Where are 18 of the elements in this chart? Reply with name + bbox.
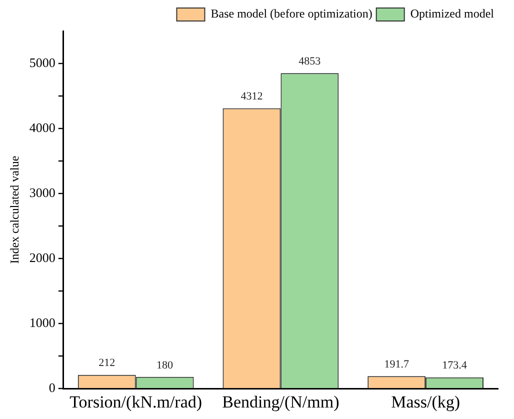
x-tick-label: Mass/(kg) [391,392,460,412]
y-axis-title: Index calculated value [7,156,22,264]
y-tick-label: 1000 [29,315,56,330]
legend-label: Optimized model [410,6,495,21]
y-tick-label: 3000 [29,184,56,200]
y-tick-label: 0 [48,380,56,396]
x-tick-label: Torsion/(kN.m/rad) [70,392,202,412]
y-tick-label: 5000 [29,54,56,70]
data-label: 4853 [298,55,322,68]
x-tick-label: Bending/(N/mm) [222,392,340,412]
data-label: 4312 [240,90,263,103]
y-tick-label: 4000 [29,120,56,135]
data-label: 191.7 [384,358,410,371]
data-label: 180 [156,359,174,372]
data-label: 173.4 [442,360,468,372]
data-label: 212 [98,357,116,370]
y-tick-label: 2000 [29,250,56,265]
legend-label: Base model (before optimization) [210,6,372,21]
